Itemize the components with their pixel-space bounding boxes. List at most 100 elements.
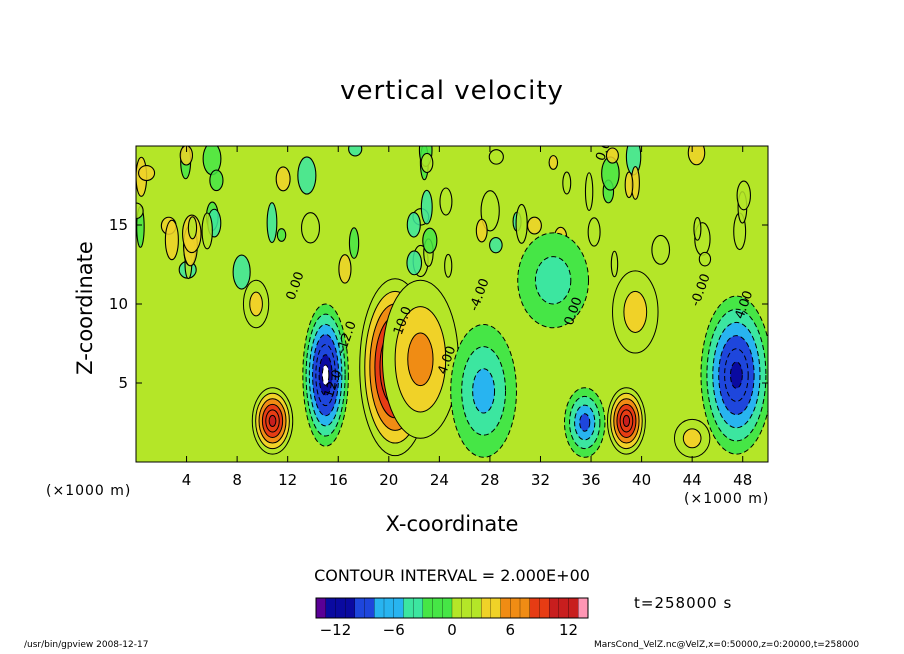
colorbar-cell bbox=[442, 597, 453, 619]
turbulent-cell bbox=[475, 218, 488, 243]
colorbar-cell bbox=[548, 597, 560, 619]
turbulent-cell bbox=[300, 212, 321, 244]
x-tick-label: 4 bbox=[182, 471, 192, 489]
turbulent-cell bbox=[201, 212, 213, 250]
colorbar-tick-label: −12 bbox=[320, 621, 352, 639]
colorbar-cell bbox=[374, 597, 385, 619]
turbulent-cell bbox=[420, 152, 434, 174]
colorbar: −12 −6 0 6 12 bbox=[315, 597, 589, 639]
turbulent-cell bbox=[338, 254, 352, 284]
x-tick-label: 32 bbox=[531, 471, 550, 489]
turbulent-cell bbox=[488, 149, 504, 165]
feature-positive bbox=[251, 387, 294, 455]
feature-positive bbox=[242, 279, 270, 329]
x-unit-left: (×1000 m) bbox=[46, 483, 132, 499]
colorbar-cell bbox=[422, 597, 434, 619]
contour-level bbox=[682, 428, 702, 449]
colorbar-cell bbox=[480, 597, 492, 619]
turbulent-cell bbox=[179, 146, 194, 166]
colorbar-cell bbox=[500, 597, 511, 619]
footer-program-date: /usr/bin/gpview 2008-12-17 bbox=[24, 640, 149, 650]
turbulent-cell bbox=[420, 189, 433, 225]
turbulent-cell bbox=[562, 171, 572, 195]
x-tick-label: 40 bbox=[632, 471, 651, 489]
colorbar-cell bbox=[335, 597, 346, 619]
contour-level bbox=[534, 256, 572, 305]
turbulent-cell bbox=[348, 146, 363, 157]
contour-interval-text: CONTOUR INTERVAL = 2.000E+00 bbox=[314, 566, 590, 585]
x-tick-label: 20 bbox=[379, 471, 398, 489]
colorbar-cell bbox=[364, 597, 375, 619]
y-axis-label: Z-coordinate bbox=[73, 241, 97, 375]
turbulent-cell bbox=[698, 251, 712, 267]
turbulent-cell bbox=[736, 180, 751, 211]
turbulent-cell bbox=[422, 227, 438, 254]
x-axis-label: X-coordinate bbox=[385, 512, 519, 536]
y-tick-label: 15 bbox=[109, 216, 128, 234]
turbulent-cell bbox=[693, 216, 702, 241]
colorbar-tick-label: 0 bbox=[447, 621, 457, 639]
x-tick-label: 12 bbox=[278, 471, 297, 489]
turbulent-cell bbox=[187, 216, 198, 240]
colorbar-cell bbox=[490, 597, 502, 619]
x-tick-label: 8 bbox=[232, 471, 242, 489]
y-tick-label: 10 bbox=[109, 295, 128, 313]
contour-level bbox=[730, 361, 743, 389]
turbulent-cell bbox=[406, 250, 423, 276]
y-tick-label: 5 bbox=[118, 374, 128, 392]
colorbar-cell bbox=[539, 597, 550, 619]
colorbar-cell bbox=[578, 597, 589, 619]
turbulent-cell bbox=[348, 227, 360, 259]
x-tick-label: 24 bbox=[430, 471, 449, 489]
turbulent-cell bbox=[605, 147, 619, 164]
turbulent-cell bbox=[138, 164, 156, 182]
footer-source: MarsCond_VelZ.nc@VelZ,x=0:50000,z=0:2000… bbox=[594, 640, 860, 650]
turbulent-cell bbox=[687, 146, 706, 166]
turbulent-cell bbox=[480, 190, 500, 232]
turbulent-cell bbox=[651, 234, 671, 265]
turbulent-cell bbox=[164, 219, 179, 261]
time-label: t=258000 s bbox=[634, 594, 733, 612]
contour-level bbox=[623, 290, 648, 333]
turbulent-cell bbox=[548, 155, 559, 170]
background-level bbox=[136, 146, 768, 462]
turbulent-cell bbox=[515, 203, 528, 244]
turbulent-cell bbox=[209, 169, 224, 192]
turbulent-cell bbox=[276, 228, 287, 242]
x-tick-label: 36 bbox=[581, 471, 600, 489]
contour-level bbox=[622, 414, 631, 427]
feature-negative bbox=[302, 303, 349, 447]
turbulent-cell bbox=[610, 250, 619, 278]
colorbar-cell bbox=[510, 597, 521, 619]
colorbar-cell bbox=[568, 597, 579, 619]
colorbar-cell bbox=[519, 597, 531, 619]
colorbar-cell bbox=[471, 597, 482, 619]
contour-level bbox=[407, 332, 434, 387]
turbulent-cell bbox=[406, 211, 421, 238]
feature-negative bbox=[517, 232, 590, 329]
contour-level bbox=[472, 368, 496, 414]
contour-level bbox=[321, 364, 330, 386]
feature-negative bbox=[563, 387, 606, 458]
turbulent-cell bbox=[275, 166, 291, 192]
x-tick-label: 28 bbox=[480, 471, 499, 489]
turbulent-cell bbox=[584, 172, 594, 212]
colorbar-cell bbox=[451, 597, 463, 619]
feature-positive bbox=[673, 418, 711, 458]
colorbar-cell bbox=[325, 597, 336, 619]
x-tick-label: 44 bbox=[683, 471, 702, 489]
colorbar-tick-label: −6 bbox=[383, 621, 405, 639]
turbulent-cell bbox=[526, 216, 542, 235]
colorbar-cell bbox=[529, 597, 540, 619]
colorbar-tick-label: 6 bbox=[506, 621, 516, 639]
colorbar-cell bbox=[354, 597, 366, 619]
chart-title: vertical velocity bbox=[340, 76, 564, 106]
colorbar-cell bbox=[383, 597, 395, 619]
turbulent-cell bbox=[297, 156, 317, 195]
turbulent-cell bbox=[489, 236, 503, 254]
x-tick-label: 48 bbox=[733, 471, 752, 489]
colorbar-cell bbox=[344, 597, 356, 619]
turbulent-cell bbox=[587, 217, 601, 247]
colorbar-cell bbox=[393, 597, 404, 619]
